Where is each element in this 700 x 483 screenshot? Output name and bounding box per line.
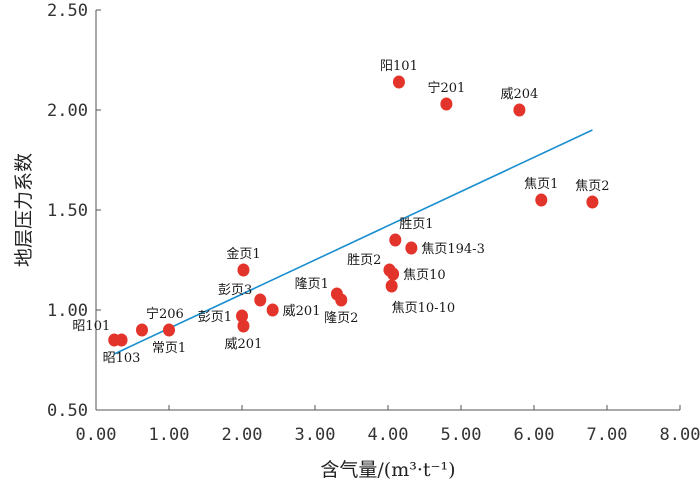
data-point [513,103,526,117]
y-tick-label: 2.00 [47,101,88,121]
point-label: 隆页2 [324,311,358,326]
x-tick-label: 3.00 [295,425,336,445]
x-tick-label: 2.00 [222,425,263,445]
point-label: 彭页3 [218,283,252,298]
data-point [586,195,599,209]
data-point [387,267,400,281]
point-label: 焦页10-10 [392,301,455,316]
data-point [135,323,148,337]
point-label: 威204 [500,87,538,102]
data-point [535,193,548,207]
point-label: 隆页1 [295,277,329,292]
data-point [237,263,250,277]
data-point [163,323,175,337]
axes [95,9,681,411]
x-tick-label: 5.00 [441,425,482,445]
point-label: 彭页1 [198,310,232,325]
point-label: 威201 [283,304,321,319]
data-point [440,97,453,111]
data-point [335,293,348,307]
y-tick-label: 2.50 [47,1,88,21]
y-tick-label: 1.50 [47,201,88,221]
data-point [385,279,398,293]
data-point [389,233,402,247]
point-label: 威201 [225,337,263,352]
tick-labels: 0.00 1.00 2.00 3.00 4.00 5.00 6.00 7.00 8.00 0.50… [47,1,700,445]
x-tick-label: 8.00 [660,425,700,445]
point-label: 焦页10 [403,268,446,283]
data-point [405,241,418,255]
point-label: 胜页1 [399,217,433,232]
point-label: 胜页2 [347,253,381,268]
trendline-layer [113,129,593,355]
x-axis-title: 含气量/(m³·t⁻¹) [320,459,455,481]
y-tick-label: 1.00 [47,301,88,321]
data-point [254,293,267,307]
point-label: 金页1 [226,246,260,262]
point-label: 昭101 [72,319,110,334]
x-tick-label: 0.00 [76,425,117,445]
points-layer [108,75,599,347]
point-label: 焦页2 [575,179,609,194]
point-label: 宁201 [427,80,465,96]
data-point [392,75,405,89]
y-tick-label: 0.50 [47,401,88,421]
point-label: 昭103 [103,351,141,366]
x-tick-label: 7.00 [587,425,628,445]
data-point [115,333,128,347]
trendline [113,129,593,355]
x-tick-label: 1.00 [149,425,190,445]
point-label: 焦页194-3 [421,242,484,257]
point-label: 宁206 [146,306,184,322]
y-axis-title: 地层压力系数 [13,153,35,267]
point-label: 焦页1 [524,177,558,192]
point-label: 阳101 [380,59,418,74]
point-label: 常页1 [152,341,186,356]
data-point [236,309,248,323]
x-tick-label: 4.00 [368,425,409,445]
data-point [266,303,279,317]
point-labels-layer: 阳101 宁201 威204 焦页1 焦页2 胜页1 焦页194-3 胜页2 焦页10 焦页10-… [72,59,609,366]
data-point [237,319,250,333]
x-tick-label: 6.00 [514,425,555,445]
